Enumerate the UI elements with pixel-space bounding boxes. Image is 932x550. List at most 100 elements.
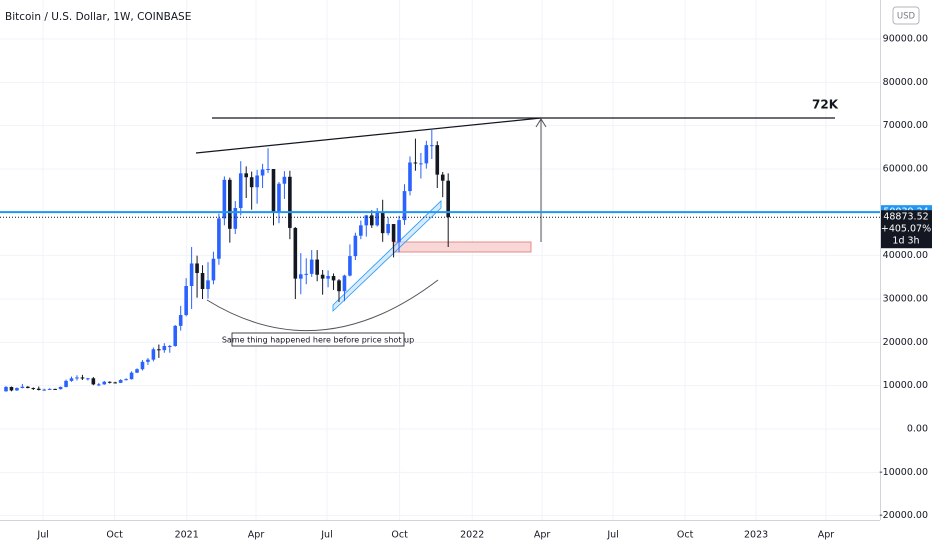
candle-body: [228, 179, 232, 229]
candle-body: [326, 276, 330, 279]
candle-body: [26, 386, 30, 389]
y-tick-label: -10000.00: [879, 467, 928, 478]
candle-body: [397, 220, 401, 242]
candle-body: [178, 315, 183, 326]
candle-body: [413, 162, 418, 164]
candle-body: [337, 280, 341, 292]
candle-body: [260, 169, 265, 176]
y-tick-label: 0.00: [907, 424, 928, 435]
candle-body: [369, 215, 374, 226]
candle-body: [140, 361, 145, 370]
countdown: 1d 3h: [892, 236, 919, 247]
currency: USD: [897, 12, 916, 22]
x-tick-label: Apr: [534, 530, 551, 541]
chart-title: Bitcoin / U.S. Dollar, 1W, COINBASE: [5, 11, 191, 23]
support-zone: [392, 241, 532, 253]
candle-body: [277, 183, 281, 213]
candle-body: [146, 359, 150, 362]
candle-body: [64, 380, 68, 387]
candle-body: [408, 162, 412, 192]
y-tick-label: 80000.00: [883, 77, 928, 88]
x-tick-label: Jul: [606, 530, 618, 541]
curve: [206, 279, 439, 332]
candle-body: [184, 286, 188, 316]
arrow-head: [535, 118, 547, 128]
change: +405.07%: [881, 224, 931, 235]
y-tick-label: 90000.00: [883, 34, 928, 45]
candle-body: [320, 274, 325, 279]
candle-body: [20, 386, 25, 389]
candles: [4, 130, 450, 392]
x-tick-label: 2021: [175, 530, 199, 541]
candle-body: [424, 145, 429, 164]
last-price-box: [881, 210, 932, 249]
candle-body: [107, 381, 112, 383]
candle-body: [255, 175, 259, 188]
x-tick-label: Apr: [818, 530, 835, 541]
candle-body: [102, 381, 107, 385]
candle-body: [173, 325, 178, 347]
y-tick-label: 30000.00: [883, 294, 928, 305]
x-tick-label: Oct: [391, 530, 408, 541]
candle-body: [189, 263, 194, 286]
target-label: 72K: [812, 98, 839, 112]
candle-body: [9, 386, 14, 391]
candle-body: [15, 388, 19, 391]
candle-body: [233, 208, 238, 229]
candle-body: [80, 377, 85, 379]
candle-body: [157, 349, 161, 351]
x-tick-label: Oct: [106, 530, 123, 541]
candle-body: [118, 380, 123, 383]
candle-body: [162, 346, 167, 351]
candle-body: [129, 372, 134, 380]
candle-body: [167, 346, 172, 348]
note-box: [231, 332, 405, 347]
candle-body: [97, 384, 101, 386]
candle-body: [53, 388, 57, 390]
candle-body: [222, 179, 227, 219]
candle-body: [238, 173, 243, 208]
candle-body: [151, 349, 156, 360]
candle-body: [288, 176, 292, 228]
y-tick-label: 60000.00: [883, 164, 928, 175]
candle-body: [211, 258, 216, 281]
candle-body: [31, 388, 36, 390]
candle-body: [124, 379, 128, 381]
candle-body: [375, 212, 380, 226]
candle-body: [353, 235, 358, 257]
candle-body: [42, 389, 47, 391]
x-tick-label: 2022: [460, 530, 484, 541]
candle-body: [135, 369, 139, 373]
candle-body: [195, 263, 199, 273]
y-tick-label: 40000.00: [883, 250, 928, 261]
candle-body: [342, 275, 347, 292]
candle-body: [91, 378, 96, 385]
candle-body: [402, 191, 407, 221]
y-tick-label: 20000.00: [883, 337, 928, 348]
channel: [332, 200, 442, 312]
candle-body: [304, 273, 309, 275]
candle-body: [271, 169, 276, 213]
candle-body: [4, 386, 8, 392]
candle-body: [315, 259, 319, 275]
y-tick-label: 10000.00: [883, 380, 928, 391]
candle-body: [386, 224, 390, 234]
candle-body: [113, 382, 117, 384]
candle-body: [200, 273, 205, 290]
x-tick-label: Apr: [248, 530, 265, 541]
candle-body: [298, 274, 303, 279]
candle-body: [206, 280, 210, 290]
candle-body: [249, 177, 254, 188]
y-tick-label: -20000.00: [879, 510, 928, 521]
candle-body: [69, 378, 74, 381]
candle-body: [364, 215, 369, 226]
candle-body: [359, 225, 363, 236]
last-price: 48873.52: [883, 212, 928, 223]
candle-body: [266, 169, 270, 170]
candle-body: [309, 259, 314, 274]
candle-body: [75, 377, 79, 379]
currency-box[interactable]: [892, 6, 920, 25]
note: Same thing happened here before price sh…: [222, 336, 414, 345]
